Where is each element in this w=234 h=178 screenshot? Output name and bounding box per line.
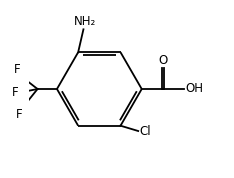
Text: NH₂: NH₂ (74, 15, 96, 28)
Text: OH: OH (185, 82, 203, 96)
Text: Cl: Cl (139, 124, 151, 138)
Text: F: F (12, 86, 19, 99)
Text: O: O (158, 54, 168, 67)
Text: F: F (16, 108, 22, 121)
Text: F: F (14, 63, 21, 76)
